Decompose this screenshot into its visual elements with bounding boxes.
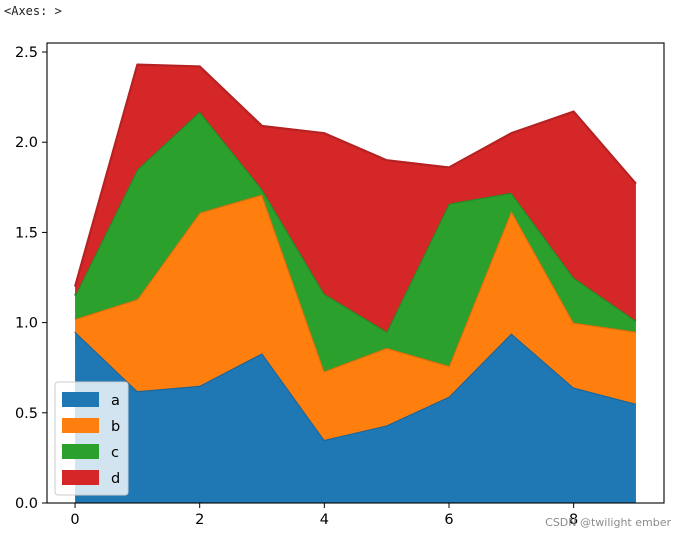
legend-swatch-a <box>62 392 99 407</box>
y-tick-label: 2.5 <box>15 45 38 61</box>
x-tick-label: 0 <box>70 512 79 528</box>
legend-label-b: b <box>111 419 120 435</box>
legend-swatch-b <box>62 418 99 433</box>
y-tick-label: 2.0 <box>15 135 38 151</box>
legend-box <box>54 381 129 496</box>
legend-label-a: a <box>111 393 120 409</box>
legend-label-c: c <box>111 445 119 461</box>
axes-layer <box>46 42 665 504</box>
watermark: CSDN @twilight ember <box>545 516 671 529</box>
area-series-d <box>75 64 636 332</box>
y-tick-label: 0.5 <box>15 406 38 422</box>
ticks-layer: 0 2 4 6 8 0.0 0.5 1.0 1.5 2.0 2.5 <box>15 45 578 528</box>
legend-label-d: d <box>111 471 120 487</box>
legend-swatch-c <box>62 444 99 459</box>
areas-layer <box>73 63 637 503</box>
x-tick-label: 6 <box>444 512 453 528</box>
y-tick-label: 1.5 <box>15 225 38 241</box>
area-series-b <box>75 194 636 440</box>
axes-frame <box>46 42 665 504</box>
x-tick-label: 4 <box>320 512 329 528</box>
x-tick-label: 2 <box>195 512 204 528</box>
area-line-series-d <box>73 63 637 287</box>
legend-swatch-d <box>62 470 99 485</box>
axes-repr-output: <Axes: > <box>4 4 62 18</box>
y-tick-label: 0.0 <box>15 496 38 512</box>
area-series-c <box>75 111 636 372</box>
y-tick-label: 1.0 <box>15 316 38 332</box>
area-series-a <box>75 331 636 503</box>
x-tick-label: 8 <box>569 512 578 528</box>
